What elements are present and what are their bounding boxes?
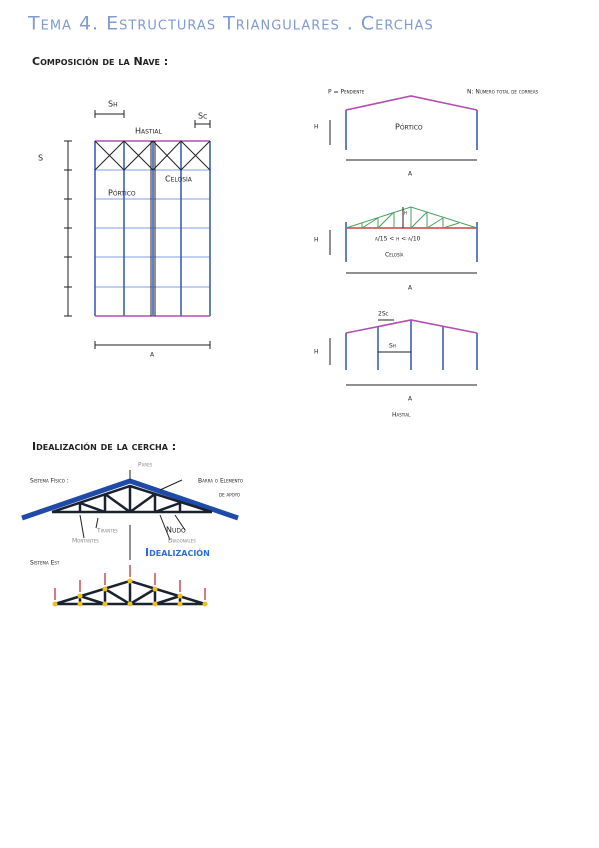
label: Tirantes: [96, 528, 118, 535]
label: Celosía: [385, 252, 404, 259]
label: Celosía: [165, 175, 193, 184]
label: Sh: [108, 100, 118, 109]
hastial-drawing: [329, 319, 478, 386]
celosia-drawing: [329, 206, 478, 274]
label: Diagonales: [168, 538, 196, 545]
label: Nudo: [166, 526, 186, 535]
label: de apoyo: [219, 492, 240, 499]
label: a: [408, 169, 413, 178]
label: Hastial: [135, 127, 162, 136]
label: H: [314, 349, 319, 356]
portico-drawing: [329, 95, 478, 161]
label: a: [408, 394, 413, 403]
heading: Composición de la Nave :: [32, 55, 168, 68]
label: Sistema Est: [30, 560, 60, 567]
label: S: [38, 154, 43, 163]
label: 2Sc: [378, 311, 389, 318]
label: Sc: [198, 112, 207, 121]
label: Pares: [138, 462, 153, 469]
label: Idealización: [145, 546, 210, 559]
label: H: [314, 124, 319, 131]
label: h: [404, 210, 407, 217]
plan-drawing: [64, 110, 211, 349]
label: Sh: [389, 343, 396, 350]
label: N: Número total de correas: [467, 89, 539, 96]
label: a: [150, 350, 155, 359]
truss-ideal: [52, 565, 208, 607]
truss-physical: [21, 470, 239, 560]
title: Tema 4. Estructuras Triangulares . Cerch…: [27, 13, 434, 35]
label: P = Pendiente: [328, 89, 365, 96]
label: Montantes: [72, 538, 99, 545]
label: a: [408, 283, 413, 292]
label: Barra o Elemento: [198, 478, 243, 485]
heading: Idealización de la cercha :: [32, 440, 176, 453]
label: Pórtico: [108, 189, 136, 198]
label: a/15 < h < a/10: [375, 236, 421, 243]
label: Hastial: [392, 412, 411, 419]
label: Sistema Físico :: [30, 478, 69, 485]
label: Pórtico: [395, 123, 423, 132]
label: H: [314, 237, 319, 244]
